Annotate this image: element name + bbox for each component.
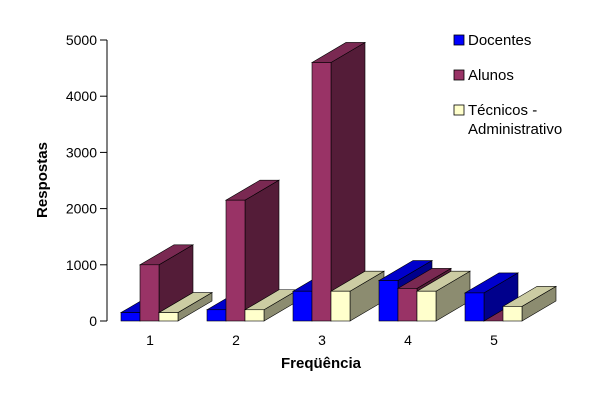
- bar: [157, 292, 214, 322]
- bar: [415, 270, 472, 322]
- bar: [501, 285, 558, 322]
- bar: [224, 179, 281, 322]
- x-ticks: 1 2 3 4 5: [146, 332, 498, 348]
- bars-layer: [119, 41, 558, 322]
- y-tick-label: 3000: [66, 144, 97, 160]
- legend-item: Alunos: [453, 67, 514, 84]
- bar-front: [292, 290, 313, 322]
- x-tick-label: 5: [490, 332, 498, 348]
- y-tick-label: 2000: [66, 201, 97, 217]
- y-tick-label: 0: [89, 313, 97, 329]
- legend-label: Administrativo: [468, 121, 562, 138]
- legend: Docentes Alunos Técnicos - Administrativo: [453, 32, 562, 138]
- legend-label: Alunos: [468, 67, 514, 84]
- bar: [329, 270, 386, 322]
- x-tick-label: 3: [318, 332, 326, 348]
- legend-swatch: [453, 104, 465, 116]
- y-tick-label: 5000: [66, 32, 97, 48]
- x-tick-label: 2: [232, 332, 240, 348]
- bar: [138, 244, 195, 322]
- bar-front: [244, 309, 265, 322]
- bar: [243, 289, 300, 322]
- bar-front: [158, 312, 179, 322]
- bar-front: [502, 306, 523, 322]
- bar-front: [330, 290, 351, 322]
- x-tick-label: 4: [404, 332, 412, 348]
- legend-item: Docentes: [453, 32, 531, 49]
- bar-front: [311, 62, 332, 322]
- bar-front: [464, 292, 485, 322]
- x-tick-label: 1: [146, 332, 154, 348]
- bar-front: [397, 288, 418, 322]
- legend-label: Docentes: [468, 32, 531, 49]
- y-ticks: 0 1000 2000 3000 4000 5000: [66, 32, 107, 329]
- legend-item: Técnicos - Administrativo: [453, 102, 562, 138]
- legend-swatch: [453, 34, 465, 46]
- legend-swatch: [453, 69, 465, 81]
- bar-front: [225, 199, 246, 322]
- y-tick-label: 1000: [66, 257, 97, 273]
- bar-front: [139, 264, 160, 322]
- bar: [463, 272, 520, 322]
- bar-front: [378, 280, 399, 322]
- bar-front: [206, 309, 227, 322]
- bar-front: [120, 312, 141, 322]
- y-axis-title: Respostas: [34, 142, 51, 218]
- legend-label: Técnicos -: [468, 102, 537, 119]
- x-axis-title: Freqüência: [281, 355, 362, 372]
- bar-front: [416, 290, 437, 322]
- y-tick-label: 4000: [66, 88, 97, 104]
